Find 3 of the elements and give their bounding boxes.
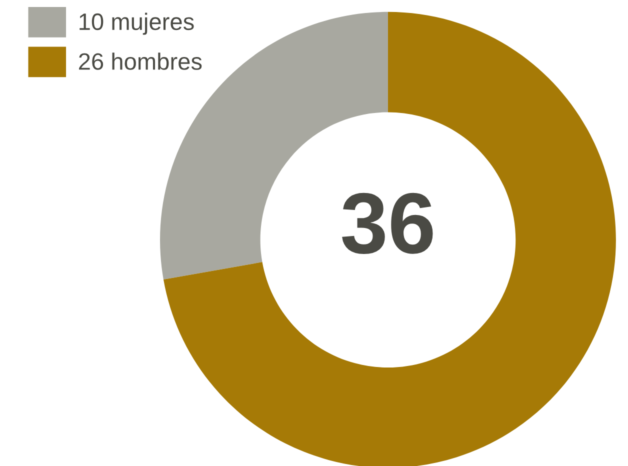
legend-label: 10 mujeres <box>80 12 194 35</box>
text: 36 <box>342 192 433 254</box>
legend-label: 26 hombres <box>79 52 202 70</box>
